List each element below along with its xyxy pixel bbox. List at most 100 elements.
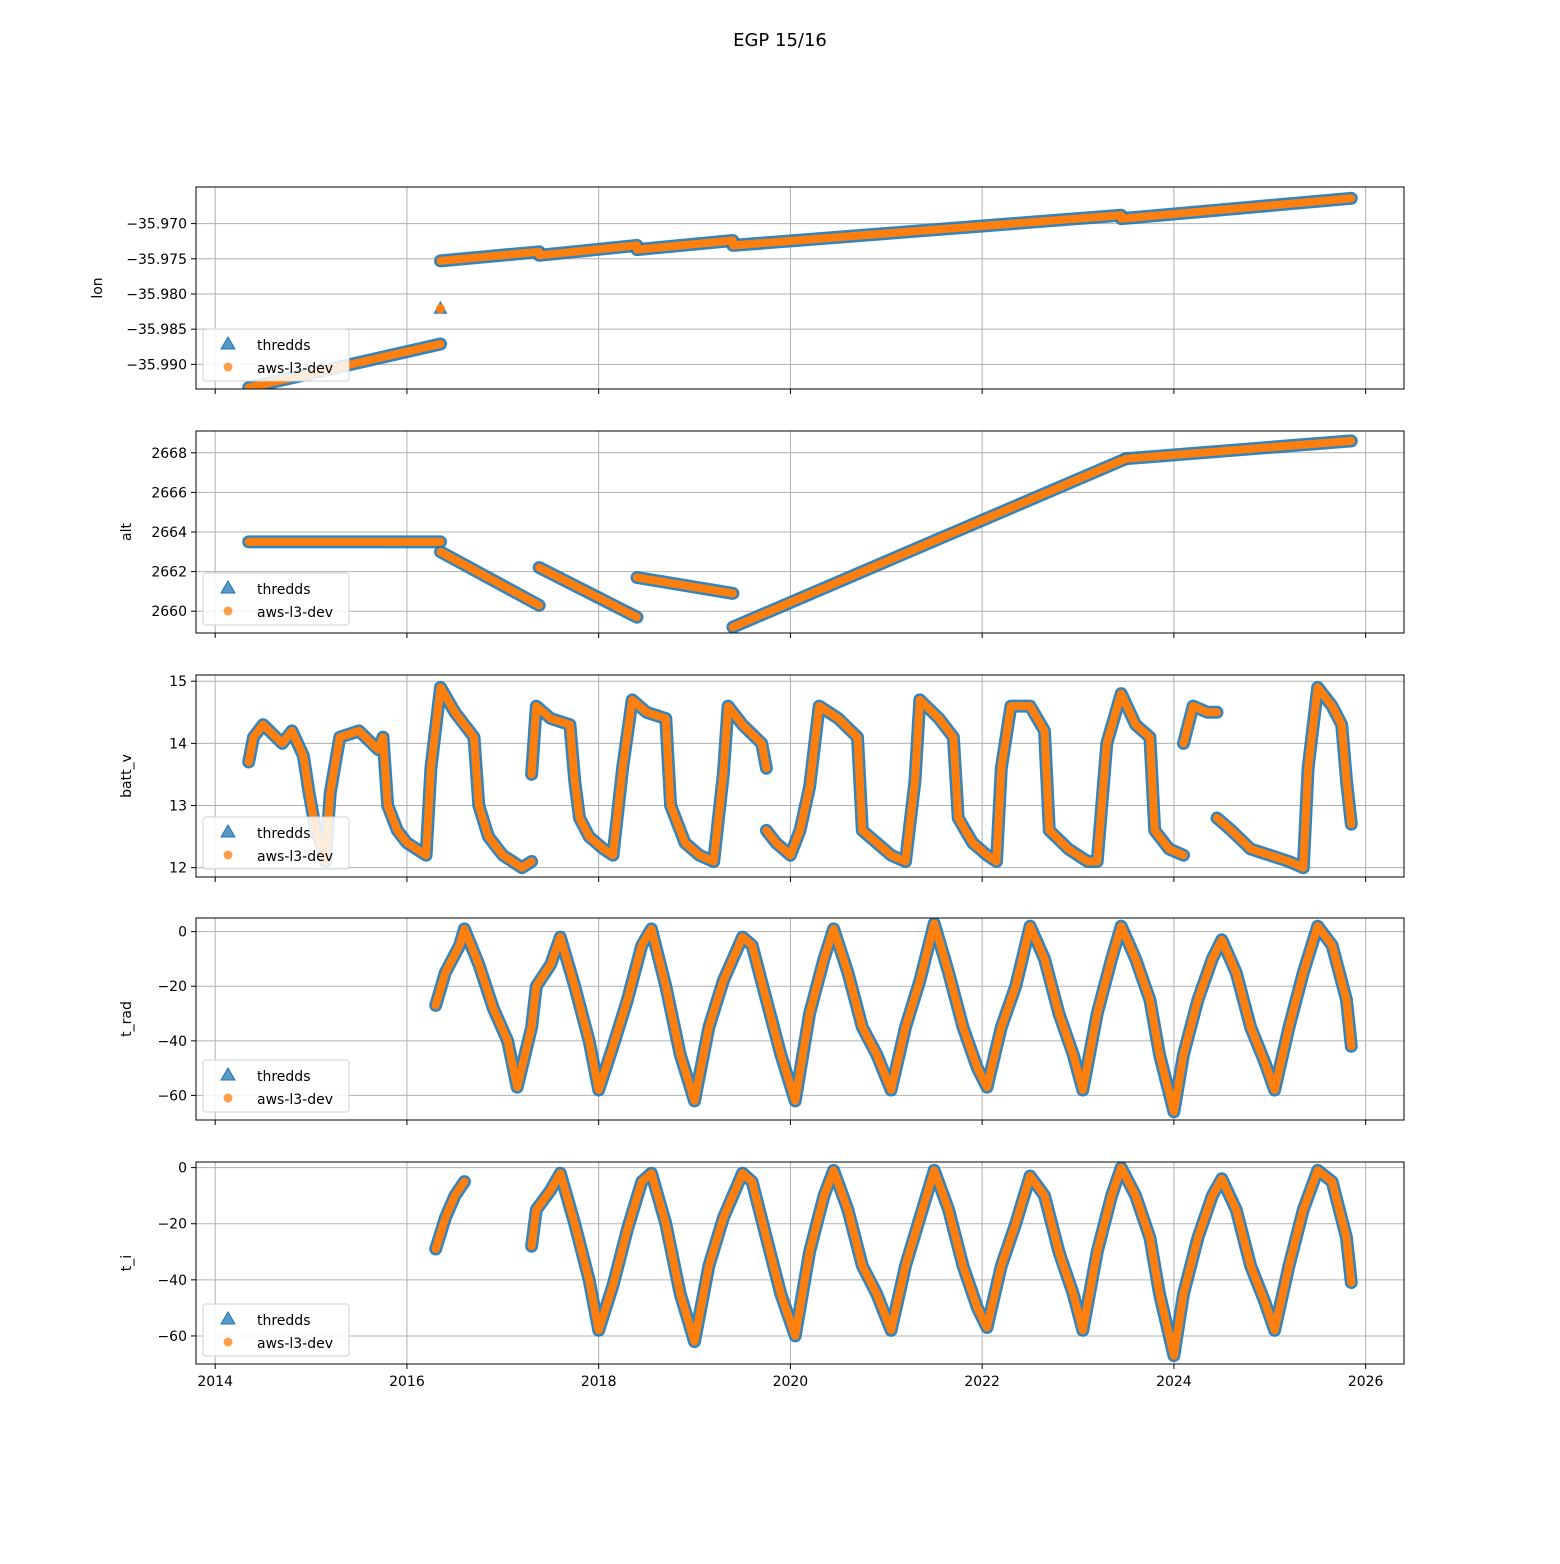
y-axis-label: lon <box>90 277 106 298</box>
y-axis-label: t_rad <box>119 1001 135 1037</box>
y-tick-label: −35.980 <box>126 287 187 303</box>
y-tick-label: −35.990 <box>126 357 187 373</box>
legend: thredds aws-l3-dev <box>202 572 350 626</box>
legend-marker-aws-l3-dev <box>223 850 233 860</box>
x-tick-label: 2024 <box>1156 1374 1192 1390</box>
plot-area <box>242 191 1358 389</box>
subplot-alt: 2660 2662 2664 2666 2668 alt thredds aws-l3-dev <box>119 430 1405 638</box>
y-tick-label: 14 <box>169 736 187 752</box>
x-tick-label: 2022 <box>964 1374 1000 1390</box>
legend: thredds aws-l3-dev <box>202 1059 350 1113</box>
subplot-t_i: −60 −40 −20 0 2014 2016 2018 2020 2022 2024 2026 t_… <box>119 1161 1405 1390</box>
legend-label-aws-l3-dev: aws-l3-dev <box>257 849 333 865</box>
y-tick-label: −35.970 <box>126 217 187 233</box>
series-path-aws-l3-dev <box>431 919 1356 1116</box>
legend-marker-aws-l3-dev <box>223 1337 233 1347</box>
y-axis-label: batt_v <box>119 754 135 798</box>
series-aws-l3-dev <box>244 436 1356 632</box>
legend-box <box>202 572 350 626</box>
grid <box>196 187 1404 389</box>
legend-marker-thredds <box>220 824 236 838</box>
legend-box <box>202 1303 350 1357</box>
legend-marker-aws-l3-dev <box>223 362 233 372</box>
figure-title: EGP 15/16 <box>733 30 827 51</box>
y-tick-label: 15 <box>169 674 187 690</box>
legend-box <box>202 816 350 870</box>
y-tick-label: 2666 <box>151 485 187 501</box>
series-path-aws-l3-dev <box>527 1163 1356 1360</box>
y-tick-label: 2662 <box>151 565 187 581</box>
series-thredds <box>242 191 1358 389</box>
legend-label-thredds: thredds <box>257 826 311 842</box>
y-tick-label: −20 <box>157 979 187 995</box>
axes-frame <box>195 917 1405 1121</box>
plot-area <box>429 918 1358 1119</box>
x-tick-label: 2020 <box>773 1374 809 1390</box>
series-path-aws-l3-dev <box>762 689 1188 866</box>
legend-label-thredds: thredds <box>257 1069 311 1085</box>
y-tick-label: 0 <box>178 1161 187 1177</box>
y-tick-label: −40 <box>157 1034 187 1050</box>
plot-area <box>242 680 1358 875</box>
legend-label-aws-l3-dev: aws-l3-dev <box>257 1336 333 1352</box>
legend-label-thredds: thredds <box>257 1313 311 1329</box>
series-aws-l3-dev <box>431 919 1356 1116</box>
legend-label-aws-l3-dev: aws-l3-dev <box>257 361 333 377</box>
legend-marker-thredds <box>220 580 236 594</box>
y-tick-label: 2664 <box>151 525 187 541</box>
x-tick-label: 2018 <box>581 1374 617 1390</box>
plot-area <box>429 1162 1358 1363</box>
y-tick-label: 12 <box>169 861 187 877</box>
y-tick-label: 2668 <box>151 446 187 462</box>
legend-label-thredds: thredds <box>257 338 311 354</box>
legend-marker-thredds <box>220 1311 236 1325</box>
series-path-aws-l3-dev <box>1122 436 1356 463</box>
legend-box <box>202 328 350 382</box>
series-aws-l3-dev <box>244 683 1356 872</box>
series-path-aws-l3-dev <box>633 236 737 254</box>
series-path-aws-l3-dev <box>527 695 771 866</box>
x-tick-label: 2014 <box>197 1374 233 1390</box>
series-path-aws-l3-dev <box>1213 683 1356 872</box>
y-tick-label: −20 <box>157 1217 187 1233</box>
series-path-aws-l3-dev <box>535 241 641 260</box>
series-path-aws-l3-dev <box>244 683 536 872</box>
series-aws-l3-dev <box>431 1163 1356 1360</box>
legend: thredds aws-l3-dev <box>202 328 350 382</box>
legend-marker-aws-l3-dev <box>223 1093 233 1103</box>
axes-frame <box>195 674 1405 878</box>
legend-label-aws-l3-dev: aws-l3-dev <box>257 1092 333 1108</box>
series-path-aws-l3-dev <box>633 573 737 598</box>
axes-frame <box>195 1161 1405 1365</box>
subplots: −35.990 −35.985 −35.980 −35.975 −35.970 lon th… <box>90 186 1405 1390</box>
legend: thredds aws-l3-dev <box>202 1303 350 1357</box>
series-path-aws-l3-dev <box>1117 194 1356 223</box>
legend-label-thredds: thredds <box>257 582 311 598</box>
series-path-aws-l3-dev <box>1179 702 1221 748</box>
y-tick-label: 2660 <box>151 604 187 620</box>
legend-label-aws-l3-dev: aws-l3-dev <box>257 605 333 621</box>
y-tick-label: −40 <box>157 1273 187 1289</box>
y-tick-label: 13 <box>169 799 187 815</box>
y-tick-label: −60 <box>157 1088 187 1104</box>
x-tick-label: 2026 <box>1348 1374 1384 1390</box>
series-path-aws-l3-dev <box>728 454 1130 632</box>
x-tick-label: 2016 <box>389 1374 425 1390</box>
y-tick-label: −35.985 <box>126 322 187 338</box>
subplot-lon: −35.990 −35.985 −35.980 −35.975 −35.970 lon th… <box>90 186 1405 394</box>
legend-box <box>202 1059 350 1113</box>
legend-marker-thredds <box>220 1067 236 1081</box>
y-tick-label: 0 <box>178 925 187 941</box>
legend-marker-aws-l3-dev <box>223 606 233 616</box>
series-path-aws-l3-dev <box>535 563 641 622</box>
axes-frame <box>195 186 1405 390</box>
y-tick-label: −60 <box>157 1329 187 1345</box>
y-axis-label: alt <box>119 523 135 541</box>
y-axis-label: t_i <box>119 1255 135 1271</box>
plot-area <box>242 434 1358 633</box>
legend: thredds aws-l3-dev <box>202 816 350 870</box>
